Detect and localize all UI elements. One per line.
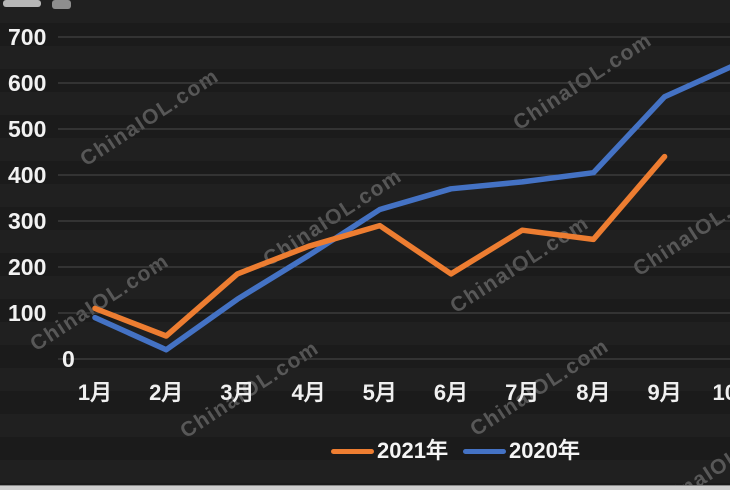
x-tick-label: 7月 bbox=[505, 380, 539, 405]
y-tick-label: 400 bbox=[8, 162, 46, 188]
x-tick-label: 6月 bbox=[434, 380, 468, 405]
y-tick-label: 100 bbox=[8, 300, 46, 326]
x-tick-label: 10月 bbox=[713, 380, 730, 405]
y-axis-labels: 0 100 200 300 400 500 600 700 bbox=[8, 24, 75, 372]
x-tick-label: 3月 bbox=[220, 380, 254, 405]
bottom-border-strip bbox=[0, 485, 730, 490]
y-tick-label: 500 bbox=[8, 116, 46, 142]
legend-item-2021: 2021年 bbox=[331, 440, 448, 462]
series-lines bbox=[92, 64, 730, 353]
gridlines bbox=[58, 36, 730, 360]
y-tick-label: 0 bbox=[62, 346, 75, 372]
x-tick-label: 8月 bbox=[576, 380, 610, 405]
x-tick-label: 5月 bbox=[363, 380, 397, 405]
crop-artifact bbox=[52, 0, 71, 9]
y-tick-label: 300 bbox=[8, 208, 46, 234]
legend: 2021年 2020年 bbox=[331, 440, 580, 462]
legend-item-2020: 2020年 bbox=[462, 438, 580, 463]
y-tick-label: 600 bbox=[8, 70, 46, 96]
y-tick-label: 200 bbox=[8, 254, 46, 280]
x-axis-labels: 1月 2月 3月 4月 5月 6月 7月 8月 9月 10月 bbox=[78, 380, 730, 405]
x-tick-label: 4月 bbox=[291, 380, 325, 405]
crop-artifact bbox=[3, 0, 41, 7]
legend-label-2021: 2021年 bbox=[377, 438, 448, 463]
x-tick-label: 9月 bbox=[647, 380, 681, 405]
series-line-2020年 bbox=[92, 64, 730, 353]
legend-swatch-2020-icon bbox=[462, 448, 506, 454]
x-tick-label: 1月 bbox=[78, 380, 112, 405]
legend-label-2020: 2020年 bbox=[508, 438, 580, 463]
x-tick-label: 2月 bbox=[149, 380, 183, 405]
series-line-2021年 bbox=[92, 153, 668, 339]
legend-swatch-2021-icon bbox=[331, 448, 374, 454]
y-tick-label: 700 bbox=[8, 24, 46, 50]
